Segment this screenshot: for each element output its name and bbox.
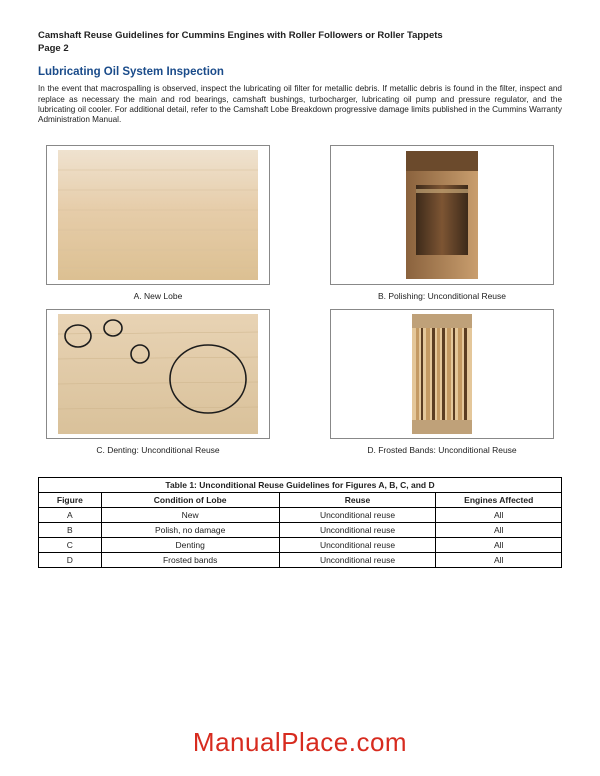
table-col-1: Condition of Lobe: [101, 493, 279, 508]
watermark-text: ManualPlace.com: [0, 727, 600, 758]
figure-b-caption: B. Polishing: Unconditional Reuse: [330, 291, 554, 301]
figure-b-image: [330, 145, 554, 285]
table-col-3: Engines Affected: [436, 493, 562, 508]
figure-c-image: [46, 309, 270, 439]
figure-d-caption: D. Frosted Bands: Unconditional Reuse: [330, 445, 554, 455]
table-row: D Frosted bands Unconditional reuse All: [39, 553, 562, 568]
table-title: Table 1: Unconditional Reuse Guidelines …: [39, 478, 562, 493]
table-row: C Denting Unconditional reuse All: [39, 538, 562, 553]
figure-d-image: [330, 309, 554, 439]
table-row: A New Unconditional reuse All: [39, 508, 562, 523]
section-heading: Lubricating Oil System Inspection: [38, 66, 562, 78]
table-col-0: Figure: [39, 493, 102, 508]
doc-page-number: Page 2: [38, 43, 562, 54]
figure-c-caption: C. Denting: Unconditional Reuse: [46, 445, 270, 455]
table-row: B Polish, no damage Unconditional reuse …: [39, 523, 562, 538]
doc-title: Camshaft Reuse Guidelines for Cummins En…: [38, 30, 562, 42]
table-col-2: Reuse: [279, 493, 436, 508]
figure-a-image: [46, 145, 270, 285]
figures-grid: A. New Lobe: [38, 145, 562, 455]
reuse-guidelines-table: Table 1: Unconditional Reuse Guidelines …: [38, 477, 562, 568]
intro-paragraph: In the event that macrospalling is obser…: [38, 84, 562, 125]
figure-a-caption: A. New Lobe: [46, 291, 270, 301]
